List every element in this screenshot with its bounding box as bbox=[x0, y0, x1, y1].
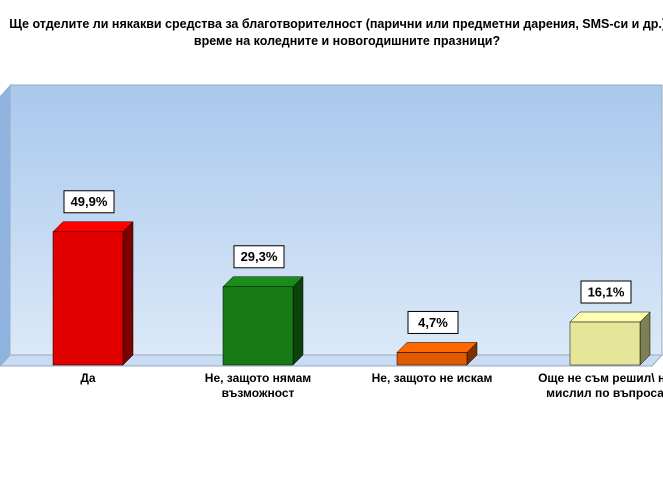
bar bbox=[396, 352, 468, 366]
value-label-box bbox=[407, 310, 459, 334]
x-tick-label: Да bbox=[80, 371, 96, 385]
value-label-box bbox=[580, 280, 632, 304]
bar bbox=[569, 321, 641, 366]
value-label: 49,9% bbox=[71, 194, 108, 209]
bar bbox=[52, 231, 124, 366]
value-label: 4,7% bbox=[418, 315, 448, 330]
x-tick-label: Не, защото нямам възможност bbox=[204, 371, 312, 400]
bar-top bbox=[569, 311, 651, 323]
bar-top bbox=[52, 221, 134, 233]
x-tick-label: Не, защото не искам bbox=[371, 371, 493, 385]
bar-side bbox=[122, 221, 134, 366]
x-tick-label: Още не съм решил\ не мислил по въпроса bbox=[538, 371, 663, 400]
bar-side bbox=[292, 276, 304, 366]
chart-title: Ще отделите ли някакви средства за благо… bbox=[9, 17, 663, 48]
value-label-box bbox=[233, 245, 285, 269]
value-label: 16,1% bbox=[588, 284, 625, 299]
bar-top bbox=[396, 342, 478, 353]
side-wall bbox=[0, 85, 10, 366]
value-label: 29,3% bbox=[241, 249, 278, 264]
value-label-box bbox=[63, 190, 115, 214]
bar bbox=[222, 286, 294, 366]
bar-top bbox=[222, 276, 304, 288]
